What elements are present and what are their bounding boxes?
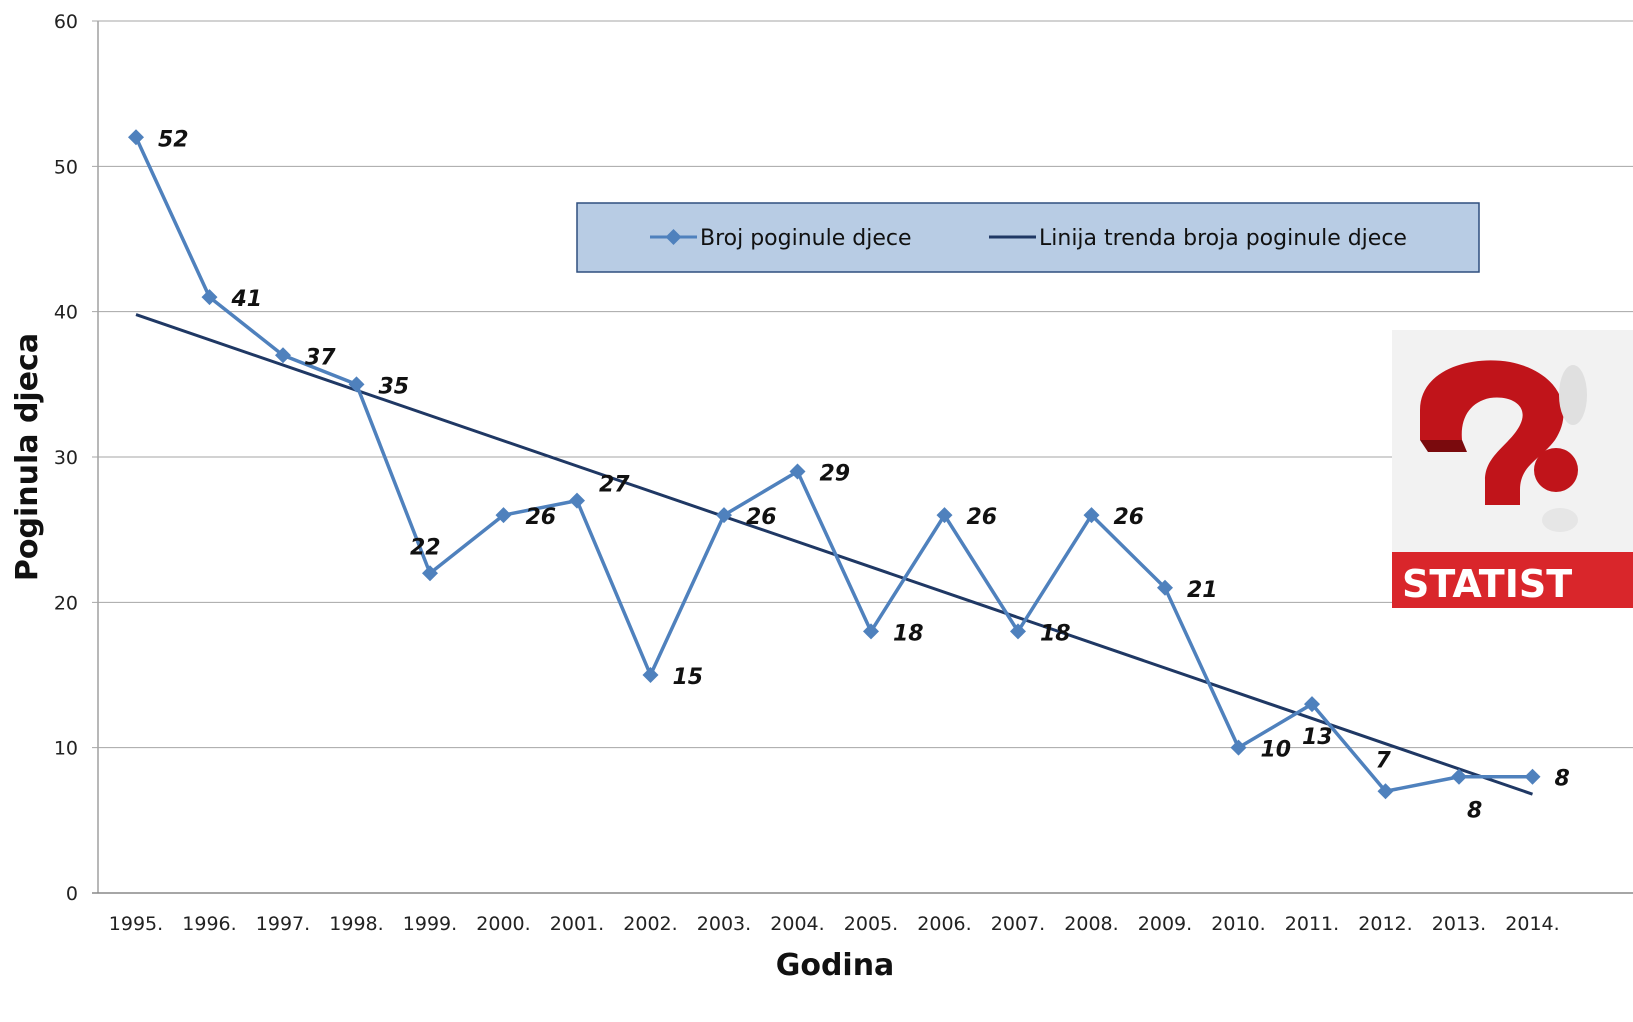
data-point-marker xyxy=(1010,623,1026,640)
x-tick-label: 2008. xyxy=(1064,913,1118,935)
data-label: 26 xyxy=(746,505,777,530)
legend-label-series-2: Linija trenda broja poginule djece xyxy=(1039,226,1407,251)
data-label: 18 xyxy=(893,621,924,646)
y-tick-label: 10 xyxy=(54,738,78,760)
y-tick-label: 40 xyxy=(54,302,78,324)
x-tick-label: 1999. xyxy=(403,913,457,935)
data-label: 8 xyxy=(1555,767,1570,792)
data-label: 52 xyxy=(158,127,189,152)
x-tick-label: 2005. xyxy=(844,913,898,935)
x-tick-label: 2001. xyxy=(550,913,604,935)
x-tick-label: 2000. xyxy=(476,913,530,935)
x-tick-label: 1996. xyxy=(182,913,236,935)
data-label: 18 xyxy=(1040,621,1071,646)
series-line xyxy=(134,136,1533,794)
x-tick-label: 2013. xyxy=(1432,913,1486,935)
x-tick-label: 2002. xyxy=(623,913,677,935)
statistics-badge xyxy=(1392,552,1633,608)
y-axis-title: Poginula djeca xyxy=(10,333,45,581)
x-tick-label: 1995. xyxy=(109,913,163,935)
data-point-marker xyxy=(569,492,585,509)
y-tick-label: 60 xyxy=(54,11,78,33)
data-point-marker xyxy=(1157,579,1173,596)
data-point-marker xyxy=(495,507,512,524)
data-point-marker xyxy=(1304,696,1320,713)
x-tick-label: 2010. xyxy=(1211,913,1265,935)
data-label: 15 xyxy=(673,665,704,690)
x-tick-label: 2003. xyxy=(697,913,751,935)
data-point-marker xyxy=(716,507,732,524)
x-axis-title: Godina xyxy=(776,948,895,983)
data-point-marker xyxy=(1524,768,1541,785)
y-tick-label: 30 xyxy=(54,447,78,469)
data-labels: 52 41 37 35 22 26 27 15 26 29 18 26 18 26 21 10 13 7 8 8 xyxy=(158,127,1570,823)
data-label: 26 xyxy=(526,505,557,530)
data-label: 22 xyxy=(410,535,441,560)
x-tick-label: 2006. xyxy=(917,913,971,935)
data-label: 8 xyxy=(1467,799,1482,824)
legend: Broj poginule djece Linija trenda broja … xyxy=(576,202,1480,273)
x-tick-label: 2007. xyxy=(991,913,1045,935)
legend-marker-diamond xyxy=(665,229,682,245)
question-mark-icon xyxy=(1420,360,1587,532)
data-point-marker xyxy=(201,289,218,306)
x-tick-label: 2004. xyxy=(770,913,824,935)
legend-item-series-2: Linija trenda broja poginule djece xyxy=(989,226,1407,251)
x-tick-label: 1998. xyxy=(329,913,383,935)
data-label: 27 xyxy=(599,473,630,498)
x-tick-label: 2012. xyxy=(1358,913,1412,935)
y-tick-label: 50 xyxy=(54,156,78,178)
x-tick-label: 2014. xyxy=(1505,913,1559,935)
data-point-marker xyxy=(422,565,438,582)
x-tick-label: 1997. xyxy=(256,913,310,935)
data-label: 21 xyxy=(1187,578,1218,603)
data-point-marker xyxy=(936,507,953,524)
gridlines xyxy=(92,20,1633,894)
y-tick-label: 0 xyxy=(66,883,78,905)
data-label: 7 xyxy=(1376,748,1392,773)
x-tick-label: 2009. xyxy=(1138,913,1192,935)
data-label: 37 xyxy=(305,345,336,370)
data-point-marker xyxy=(1230,739,1247,756)
data-label: 41 xyxy=(231,287,263,312)
x-tick-label: 2011. xyxy=(1285,913,1339,935)
data-label: 10 xyxy=(1261,738,1292,763)
data-label: 26 xyxy=(1114,505,1145,530)
y-tick-label: 20 xyxy=(54,592,78,614)
data-point-marker xyxy=(1083,507,1100,524)
data-point-marker xyxy=(863,623,879,640)
data-point-marker xyxy=(275,347,291,364)
legend-label-series-1: Broj poginule djece xyxy=(700,226,912,251)
y-tick-labels: 0 10 20 30 40 50 60 xyxy=(54,11,78,905)
data-label: 26 xyxy=(967,505,998,530)
data-point-marker xyxy=(348,376,365,393)
legend-item-series-1: Broj poginule djece xyxy=(650,226,912,251)
series-group xyxy=(128,129,1541,800)
statistics-badge-label: STATIST xyxy=(1402,562,1572,606)
data-label: 29 xyxy=(820,462,851,487)
data-point-marker xyxy=(642,667,659,683)
data-label: 13 xyxy=(1302,725,1333,750)
statistics-picture: STATIST xyxy=(1392,330,1633,608)
data-label: 35 xyxy=(379,374,410,399)
data-point-marker xyxy=(128,129,144,146)
data-point-marker xyxy=(789,463,806,480)
data-point-marker xyxy=(1451,768,1467,785)
x-tick-labels: 1995. 1996. 1997. 1998. 1999. 2000. 2001. 2002.… xyxy=(109,913,1560,935)
data-point-marker xyxy=(1377,783,1394,800)
